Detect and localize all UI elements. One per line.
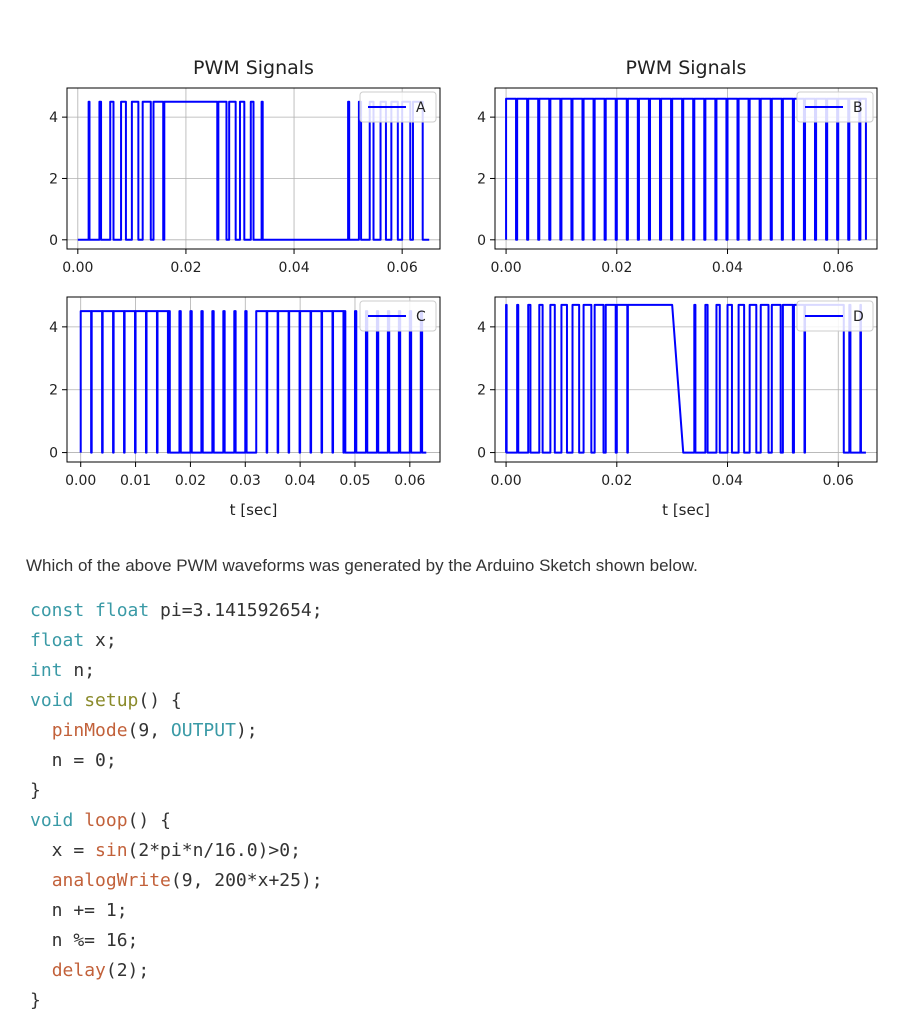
code-text: [73, 810, 84, 831]
y-tick-label: 4: [49, 320, 58, 336]
code-line-12: n %= 16;: [30, 930, 139, 951]
code-line-6: n = 0;: [30, 750, 117, 771]
x-tick-label: 0.04: [278, 260, 309, 276]
code-text: (9, 200*x+25);: [170, 870, 323, 891]
chart-panel-d: 0.00 0.02 0.04 0.06 0 2 4 t [sec] D: [477, 296, 878, 519]
x-axis-label: t [sec]: [662, 501, 710, 519]
code-line-8: void loop() {: [30, 810, 171, 831]
code-keyword: void: [30, 690, 74, 711]
chart-panel-b: 0.00 0.02 0.04 0.06 0 2 4 PWM Signals B: [477, 57, 878, 276]
code-constant: OUTPUT: [170, 720, 236, 741]
code-text: (2);: [105, 960, 150, 981]
code-keyword: int: [30, 660, 63, 681]
code-line-1: const float pi=3.141592654;: [30, 600, 323, 621]
x-tick-label: 0.06: [387, 260, 418, 276]
code-line-9: x = sin(2*pi*n/16.0)>0;: [30, 840, 301, 861]
code-function-call: sin: [95, 840, 128, 861]
code-indent: [30, 870, 52, 891]
y-tick-label: 4: [49, 110, 58, 126]
x-tick-label: 0.02: [175, 473, 206, 489]
code-text: );: [235, 720, 258, 741]
y-tick-label: 0: [477, 446, 486, 462]
code-text: (2*pi*n/16.0)>0;: [127, 840, 301, 861]
code-text: x;: [84, 630, 117, 651]
code-indent: [30, 960, 52, 981]
x-tick-label: 0.02: [170, 260, 201, 276]
code-indent: [30, 720, 52, 741]
chart-title: PWM Signals: [193, 57, 314, 79]
code-keyword: float: [30, 630, 85, 651]
code-function-call: delay: [51, 960, 106, 981]
code-line-10: analogWrite(9, 200*x+25);: [30, 870, 323, 891]
code-keyword: const float: [30, 600, 150, 621]
x-tick-label: 0.02: [601, 473, 632, 489]
x-tick-label: 0.06: [823, 473, 854, 489]
chart-panel-c: 0.00 0.01 0.02 0.03 0.04 0.05 0.06 0 2 4 t [sec] C: [49, 296, 441, 519]
x-tick-label: 0.06: [394, 473, 425, 489]
x-tick-label: 0.00: [490, 473, 521, 489]
code-text: n;: [62, 660, 96, 681]
x-tick-label: 0.05: [339, 473, 370, 489]
x-tick-label: 0.06: [823, 260, 854, 276]
code-line-2: float x;: [30, 630, 117, 651]
y-tick-label: 0: [49, 233, 58, 249]
code-line-5: pinMode(9, OUTPUT);: [30, 720, 258, 741]
y-tick-label: 2: [477, 383, 486, 399]
y-tick-label: 4: [477, 110, 486, 126]
x-tick-label: 0.03: [230, 473, 261, 489]
axes-frame: [66, 87, 441, 250]
x-tick-label: 0.00: [65, 473, 96, 489]
y-tick-label: 0: [49, 446, 58, 462]
x-axis-label: t [sec]: [230, 501, 278, 519]
code-text: () {: [138, 690, 182, 711]
code-line-3: int n;: [30, 660, 95, 681]
code-text: x =: [30, 840, 96, 861]
x-tick-label: 0.01: [120, 473, 151, 489]
legend-label: C: [416, 309, 426, 325]
code-text: [73, 690, 84, 711]
arduino-sketch-code: const float pi=3.141592654; float x; int…: [30, 596, 323, 1016]
series-line-c: [79, 310, 427, 454]
chart-panel-a: 0.00 0.02 0.04 0.06 0 2 4 PWM Signals A: [49, 57, 441, 276]
x-tick-label: 0.04: [712, 473, 743, 489]
code-function-name: loop: [84, 810, 128, 831]
question-text: Which of the above PWM waveforms was gen…: [26, 556, 698, 575]
x-tick-label: 0.02: [601, 260, 632, 276]
axes-frame: [494, 296, 878, 463]
y-tick-label: 2: [49, 383, 58, 399]
code-line-7: }: [30, 780, 41, 801]
x-tick-label: 0.04: [285, 473, 316, 489]
code-function-call: analogWrite: [51, 870, 171, 891]
legend-label: D: [853, 309, 864, 325]
x-tick-label: 0.04: [712, 260, 743, 276]
axes-frame: [494, 87, 878, 250]
code-line-14: }: [30, 990, 41, 1011]
chart-title: PWM Signals: [626, 57, 747, 79]
code-text: () {: [127, 810, 171, 831]
axes-frame: [66, 296, 441, 463]
code-keyword: void: [30, 810, 74, 831]
legend-label: B: [853, 100, 863, 116]
y-tick-label: 2: [49, 171, 58, 187]
y-tick-label: 4: [477, 320, 486, 336]
legend-label: A: [416, 100, 426, 116]
code-function-call: pinMode: [51, 720, 128, 741]
code-line-11: n += 1;: [30, 900, 128, 921]
code-function-name: setup: [84, 690, 139, 711]
y-tick-label: 0: [477, 233, 486, 249]
x-tick-label: 0.00: [490, 260, 521, 276]
code-text: (9,: [127, 720, 171, 741]
code-text: pi=3.141592654;: [149, 600, 323, 621]
code-line-13: delay(2);: [30, 960, 150, 981]
y-tick-label: 2: [477, 171, 486, 187]
x-tick-label: 0.00: [62, 260, 93, 276]
code-line-4: void setup() {: [30, 690, 182, 711]
